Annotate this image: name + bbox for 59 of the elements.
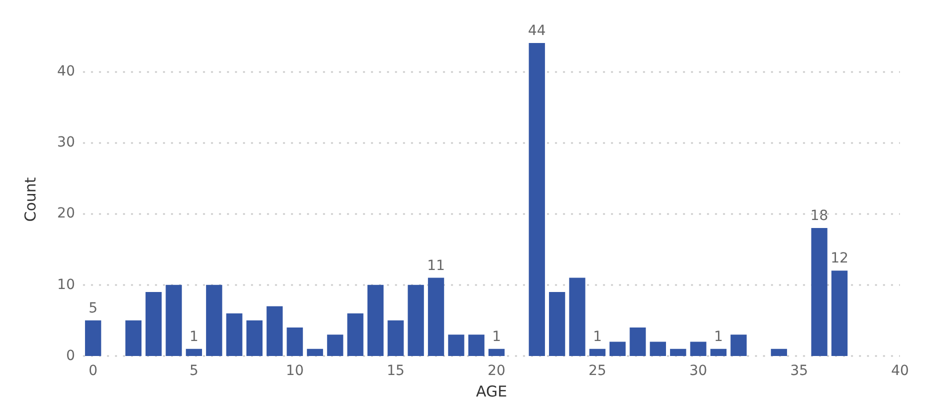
y-tick-label: 20 [57,206,75,222]
data-label: 1 [492,328,502,345]
data-label: 44 [528,23,546,39]
bar [388,320,404,356]
x-tick-label: 20 [488,363,506,379]
bar [408,284,424,356]
bar [488,348,505,356]
bar [730,334,747,356]
y-tick-label: 30 [57,134,75,151]
bar [85,320,102,356]
y-tick-label: 40 [57,63,75,80]
bar [569,278,586,356]
x-tick-label: 15 [386,363,405,379]
x-tick-label: 10 [286,363,304,379]
bar [528,43,545,356]
y-tick-label: 0 [66,348,75,364]
bar [327,334,344,356]
x-tick-label: 25 [588,363,606,379]
bar [286,328,303,356]
bar [246,320,263,356]
bar [811,228,828,356]
bar [347,313,364,356]
x-tick-label: 40 [891,363,909,379]
bar [831,270,848,356]
bar [448,334,464,356]
bar [367,284,384,356]
data-label: 1 [714,328,723,345]
x-tick-label: 5 [189,363,198,379]
data-label: 11 [427,258,445,274]
data-label: 5 [88,300,98,316]
bar [670,348,686,356]
bar [186,348,202,356]
bar [610,342,626,356]
x-tick-label: 0 [88,363,98,379]
y-tick-label: 10 [57,276,75,293]
data-label: 18 [810,208,828,224]
bar [630,328,646,356]
bar [690,342,706,356]
data-label: 1 [189,328,198,345]
y-axis-title: Count [22,177,40,222]
x-tick-label: 30 [689,363,708,379]
x-tick-label: 35 [790,363,808,379]
bar [206,284,222,356]
data-label: 1 [592,328,602,345]
data-label: 12 [830,250,848,267]
bar [548,292,566,356]
bar [770,348,788,356]
bar [710,348,727,356]
bar [166,284,182,356]
bar [306,348,324,356]
bar [468,334,484,356]
bar [146,292,162,356]
bar [125,320,142,356]
bar [428,278,444,356]
bar [650,342,666,356]
bar [589,348,606,356]
x-axis-title: AGE [476,382,508,400]
bar [266,306,283,356]
bar [226,313,242,356]
